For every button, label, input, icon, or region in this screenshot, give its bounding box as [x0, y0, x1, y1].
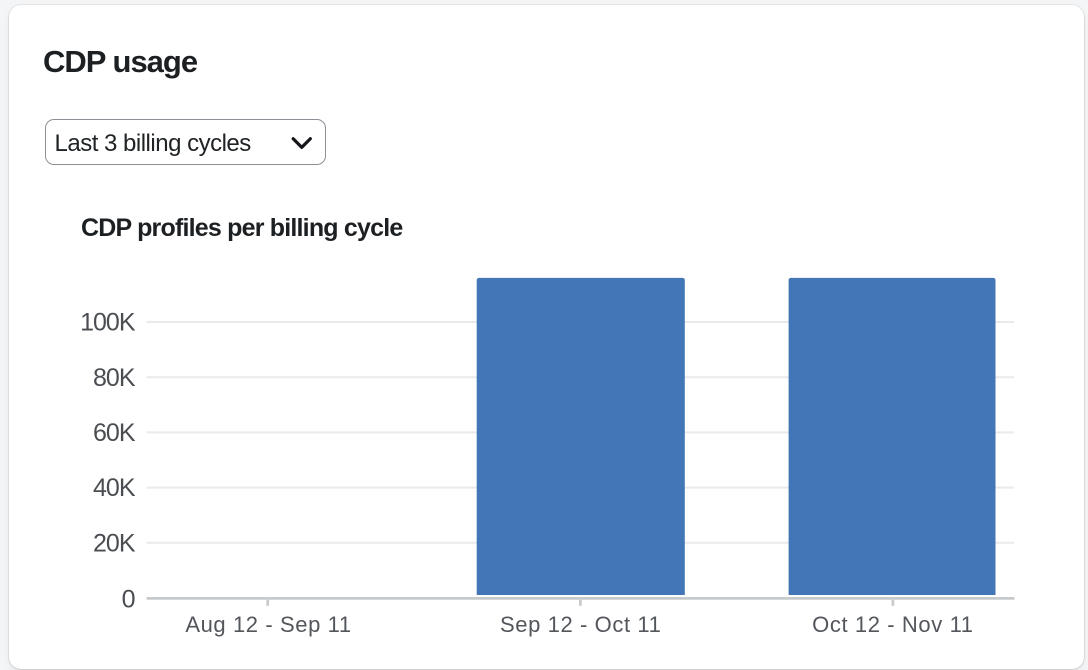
svg-text:40K: 40K	[93, 474, 136, 502]
svg-text:Sep 12 - Oct 11: Sep 12 - Oct 11	[500, 612, 661, 637]
svg-text:100K: 100K	[80, 309, 136, 337]
svg-text:Oct 12 - Nov 11: Oct 12 - Nov 11	[812, 612, 973, 637]
svg-text:CDP profiles per billing cycle: CDP profiles per billing cycle	[81, 214, 403, 242]
svg-text:Aug 12 - Sep 11: Aug 12 - Sep 11	[185, 612, 351, 637]
svg-text:80K: 80K	[93, 364, 136, 392]
svg-text:60K: 60K	[93, 419, 136, 447]
svg-text:0: 0	[122, 585, 135, 613]
svg-text:20K: 20K	[93, 529, 136, 557]
